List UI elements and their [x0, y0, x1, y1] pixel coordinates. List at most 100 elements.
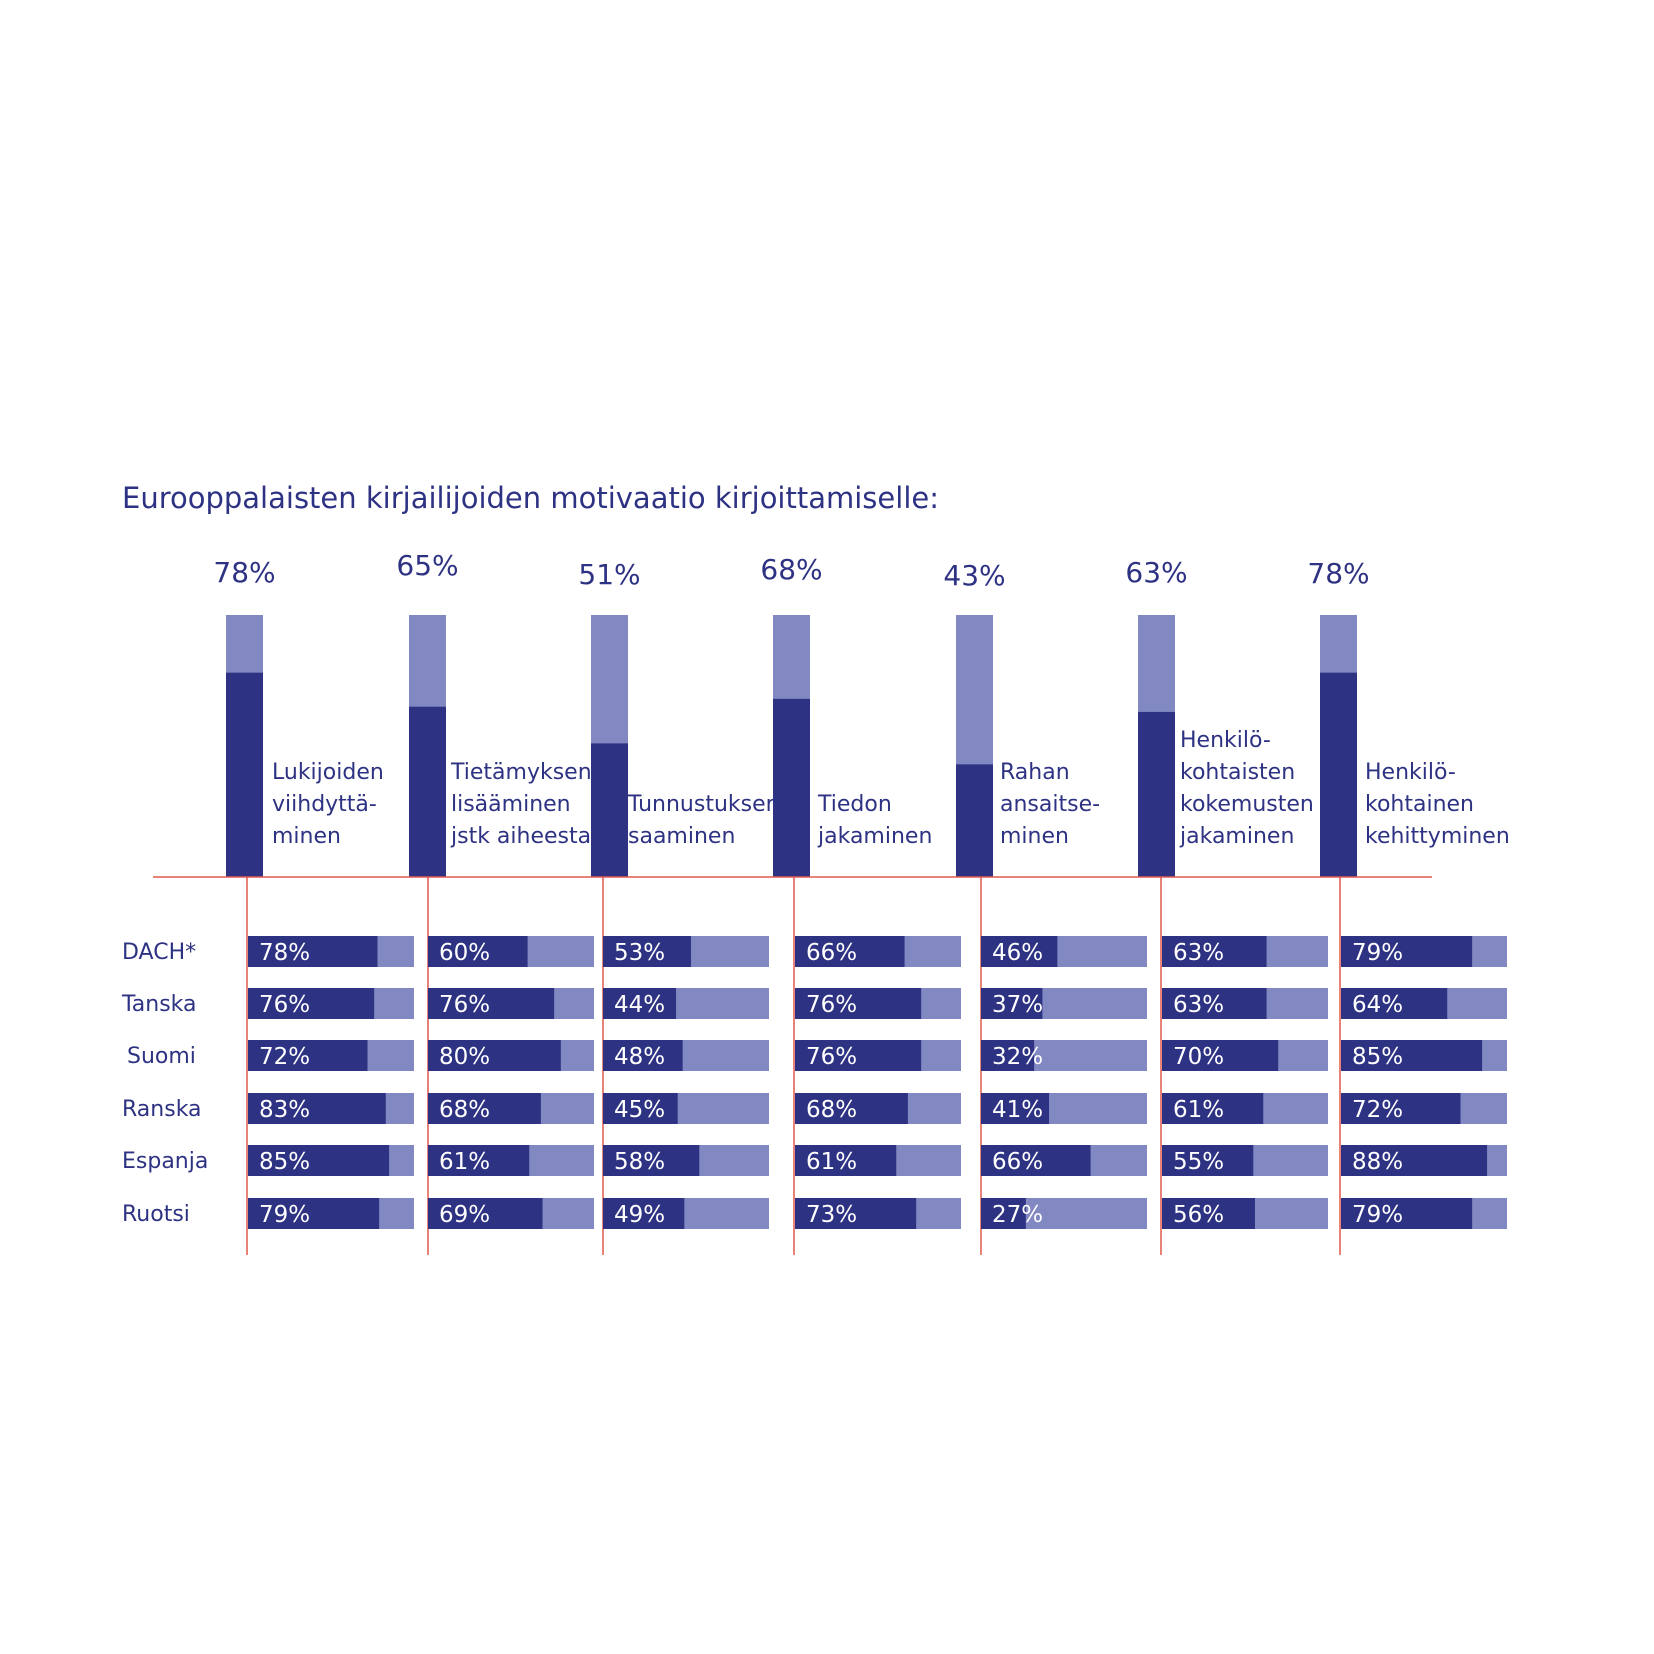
- bar-fill: [603, 936, 691, 967]
- bar-fill: [248, 1093, 386, 1124]
- bar-value-label: 79%: [1352, 940, 1403, 966]
- bar-fill: [428, 1040, 561, 1071]
- bar-fill: [428, 1145, 530, 1176]
- bar-fill: [981, 1040, 1035, 1071]
- bar-fill: [603, 1198, 685, 1229]
- bar-value-label: 68%: [806, 1097, 857, 1123]
- bar-value-label: 44%: [614, 992, 665, 1018]
- overall-value-label-4: 68%: [760, 553, 822, 586]
- bar-fill: [248, 988, 375, 1019]
- category-label-line: Tietämyksen: [450, 760, 592, 785]
- bar-fill: [248, 1198, 380, 1229]
- bar-fill: [795, 1093, 908, 1124]
- country-label: Espanja: [122, 1149, 208, 1174]
- bar-value-label: 63%: [1173, 992, 1224, 1018]
- overall-value-label-3: 51%: [578, 558, 640, 591]
- bar-value-label: 79%: [259, 1202, 310, 1228]
- chart-title: Eurooppalaisten kirjailijoiden motivaati…: [122, 481, 939, 515]
- bar-value-label: 46%: [992, 940, 1043, 966]
- overall-bar-4: [773, 698, 810, 877]
- bar-value-label: 64%: [1352, 992, 1403, 1018]
- bar-value-label: 41%: [992, 1097, 1043, 1123]
- overall-bar-7: [1320, 672, 1357, 877]
- country-bars: DACH* 78% 60% 53% 66% 46% 63% 79% Tanska 76% 76% 44…: [121, 936, 1507, 1229]
- overall-value-label-7: 78%: [1307, 557, 1369, 590]
- bar-fill: [603, 1040, 683, 1071]
- bar-value-label: 88%: [1352, 1149, 1403, 1175]
- bar-value-label: 60%: [439, 940, 490, 966]
- bar-value-label: 78%: [259, 940, 310, 966]
- category-label-line: lisääminen: [451, 792, 571, 817]
- bar-value-label: 53%: [614, 940, 665, 966]
- bar-value-label: 32%: [992, 1044, 1043, 1070]
- category-label-line: Rahan: [1000, 760, 1070, 785]
- bar-fill: [1341, 1198, 1473, 1229]
- overall-bar-2: [409, 706, 446, 877]
- bar-value-label: 63%: [1173, 940, 1224, 966]
- bar-fill: [981, 1145, 1091, 1176]
- bar-fill: [1341, 1093, 1461, 1124]
- bar-fill: [428, 1198, 543, 1229]
- bar-fill: [1341, 1040, 1483, 1071]
- bar-fill: [428, 1093, 541, 1124]
- bar-fill: [981, 1198, 1026, 1229]
- bar-fill: [981, 1093, 1050, 1124]
- bar-value-label: 56%: [1173, 1202, 1224, 1228]
- category-label-line: kokemusten: [1180, 792, 1314, 817]
- bar-fill: [1162, 1040, 1279, 1071]
- bar-fill: [795, 1145, 897, 1176]
- bar-value-label: 45%: [614, 1097, 665, 1123]
- category-label-line: Henkilö-: [1365, 760, 1456, 785]
- bar-value-label: 37%: [992, 992, 1043, 1018]
- bar-value-label: 48%: [614, 1044, 665, 1070]
- overall-value-label-6: 63%: [1125, 556, 1187, 589]
- category-label-line: jstk aiheesta: [450, 824, 591, 849]
- bar-fill: [981, 936, 1058, 967]
- bar-value-label: 61%: [439, 1149, 490, 1175]
- category-label-line: minen: [1000, 824, 1069, 849]
- bar-value-label: 76%: [439, 992, 490, 1018]
- country-label: Ruotsi: [122, 1202, 190, 1227]
- bar-fill: [795, 1198, 917, 1229]
- bar-fill: [1162, 988, 1267, 1019]
- category-label-line: viihdyttä-: [272, 792, 377, 817]
- bar-value-label: 66%: [806, 940, 857, 966]
- category-label-line: jakaminen: [1179, 824, 1294, 849]
- bar-value-label: 61%: [806, 1149, 857, 1175]
- overall-value-label-2: 65%: [396, 549, 458, 582]
- overall-value-label-1: 78%: [213, 556, 275, 589]
- bar-fill: [795, 988, 922, 1019]
- bar-value-label: 73%: [806, 1202, 857, 1228]
- bar-value-label: 85%: [259, 1149, 310, 1175]
- category-label-line: Tiedon: [817, 792, 892, 817]
- bar-fill: [795, 1040, 922, 1071]
- bar-fill: [981, 988, 1043, 1019]
- overall-bar-3: [591, 743, 628, 877]
- bar-value-label: 68%: [439, 1097, 490, 1123]
- bar-fill: [428, 936, 528, 967]
- bar-fill: [603, 988, 677, 1019]
- category-label-line: minen: [272, 824, 341, 849]
- bar-fill: [1341, 936, 1473, 967]
- overall-bar-1: [226, 672, 263, 877]
- category-label-line: jakaminen: [817, 824, 932, 849]
- bar-value-label: 49%: [614, 1202, 665, 1228]
- bar-value-label: 76%: [259, 992, 310, 1018]
- overall-bar-5: [956, 764, 993, 877]
- bar-fill: [1162, 936, 1267, 967]
- category-label-line: saaminen: [628, 824, 735, 849]
- bar-fill: [1341, 1145, 1488, 1176]
- bar-value-label: 27%: [992, 1202, 1043, 1228]
- overall-value-label-5: 43%: [943, 559, 1005, 592]
- category-label-line: kohtaisten: [1180, 760, 1295, 785]
- bar-value-label: 58%: [614, 1149, 665, 1175]
- country-label: Tanska: [121, 992, 197, 1017]
- bar-value-label: 72%: [1352, 1097, 1403, 1123]
- bar-fill: [1341, 988, 1448, 1019]
- bar-fill: [603, 1145, 700, 1176]
- bar-value-label: 80%: [439, 1044, 490, 1070]
- bar-value-label: 76%: [806, 1044, 857, 1070]
- category-label-line: Tunnustuksen: [627, 792, 780, 817]
- bar-value-label: 69%: [439, 1202, 490, 1228]
